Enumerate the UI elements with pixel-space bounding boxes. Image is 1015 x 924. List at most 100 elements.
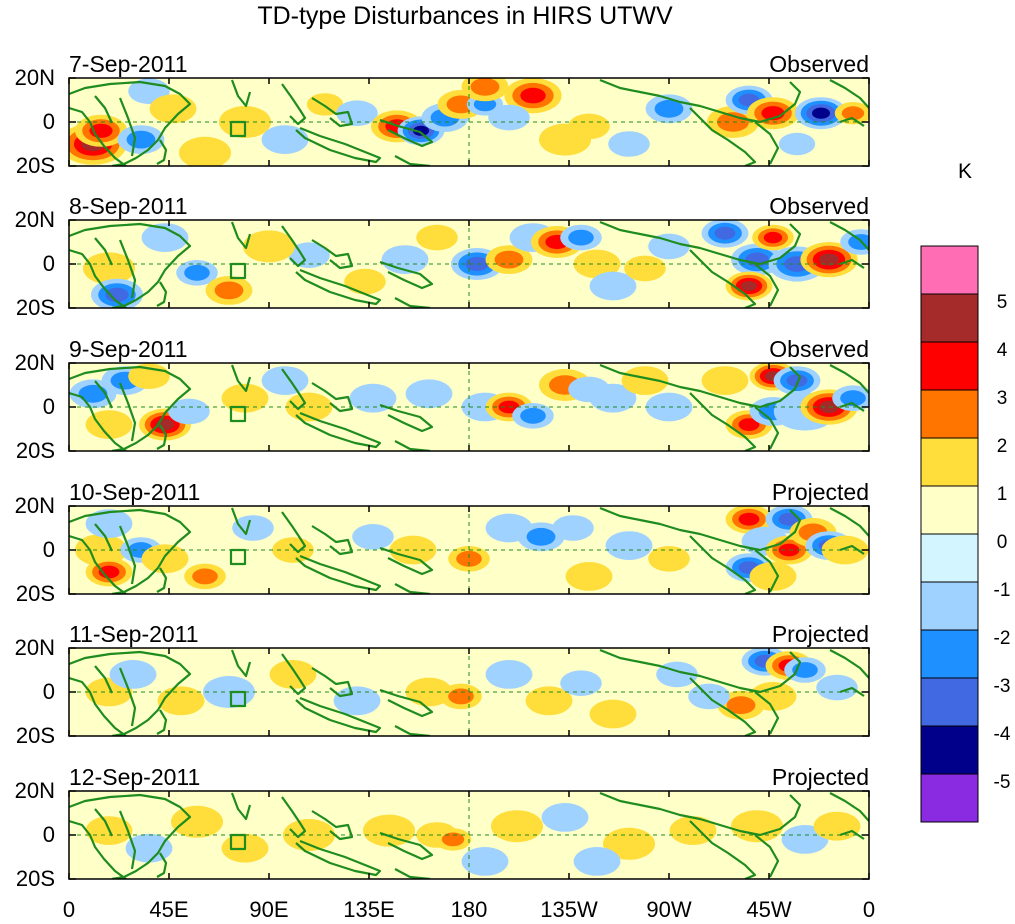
anomaly-blob	[456, 550, 482, 567]
anomaly-blob	[603, 827, 655, 860]
anomaly-blob	[726, 696, 756, 715]
anomaly-blob	[731, 810, 783, 843]
lat-label: 20S	[15, 866, 55, 891]
anomaly-blob	[179, 136, 231, 166]
anomaly-blob	[105, 287, 129, 302]
colorbar-swatch	[920, 293, 979, 343]
anomaly-blob	[841, 106, 865, 121]
map-panel-2	[68, 219, 870, 309]
lat-label: 20S	[15, 153, 55, 178]
colorbar-swatch	[920, 629, 979, 679]
colorbar-swatch	[920, 725, 979, 775]
anomaly-blob	[565, 562, 613, 591]
anomaly-blob	[491, 810, 543, 843]
anomaly-blob	[494, 250, 524, 269]
lat-label: 0	[42, 822, 55, 847]
anomaly-blob	[192, 568, 218, 585]
anomaly-blob	[520, 87, 546, 104]
anomaly-blob	[336, 100, 378, 126]
anomaly-blob	[740, 281, 758, 291]
lon-label-0: 0	[62, 897, 76, 922]
anomaly-blob	[78, 384, 108, 403]
colorbar-label: 5	[996, 292, 1008, 313]
anomaly-blob	[306, 93, 344, 116]
anomaly-blob	[819, 253, 839, 266]
panel-status-label: Observed	[769, 336, 869, 362]
anomaly-blob	[568, 229, 594, 246]
anomaly-blob	[763, 231, 783, 244]
colorbar-swatch	[920, 341, 979, 391]
anomaly-blob	[539, 123, 591, 156]
colorbar-swatch	[920, 485, 979, 535]
anomaly-blob	[813, 811, 861, 841]
panel-date: 8-Sep-2011	[69, 193, 188, 219]
anomaly-blob	[738, 512, 760, 526]
lat-label: 0	[42, 679, 55, 704]
map-panel-4	[68, 505, 870, 595]
lon-label-45e: 45E	[149, 897, 189, 922]
map-panel-5	[68, 647, 870, 737]
colorbar-label: 0	[996, 532, 1008, 553]
anomaly-blob	[816, 674, 858, 701]
lon-label-90e: 90E	[249, 897, 289, 922]
lat-label: 20N	[14, 350, 55, 375]
panel-date: 11-Sep-2011	[69, 621, 199, 647]
colorbar-swatch	[920, 773, 979, 823]
anomaly-blob	[526, 527, 556, 546]
anomaly-blob	[749, 562, 797, 591]
anomaly-blob	[448, 688, 474, 705]
lat-label: 0	[42, 251, 55, 276]
anomaly-blob	[125, 833, 173, 863]
anomaly-blob	[349, 383, 397, 413]
anomaly-blob	[669, 816, 717, 845]
anomaly-blob	[344, 268, 386, 295]
colorbar-label: -4	[993, 724, 1011, 745]
anomaly-blob	[621, 366, 669, 395]
anomaly-blob	[405, 379, 453, 409]
map-panel-6	[68, 790, 870, 880]
anomaly-blob	[714, 226, 736, 240]
colorbar-label: -1	[993, 580, 1011, 601]
anomaly-blob	[778, 132, 816, 156]
anomaly-blob	[624, 255, 666, 282]
lon-label-180: 180	[450, 897, 488, 922]
anomaly-blob	[352, 524, 394, 550]
colorbar-swatch	[920, 389, 979, 439]
anomaly-blob	[573, 847, 621, 876]
panel-status-label: Observed	[769, 193, 869, 219]
lat-label: 20S	[15, 723, 55, 748]
anomaly-blob	[85, 410, 133, 439]
anomaly-blob	[412, 125, 430, 136]
panel-status-label: Projected	[771, 479, 869, 505]
anomaly-blob	[560, 670, 602, 696]
lat-label: 20S	[15, 438, 55, 463]
panel-status-label: Projected	[771, 764, 869, 790]
anomaly-blob	[461, 847, 509, 876]
lat-label: 0	[42, 537, 55, 562]
anomaly-blob	[473, 97, 497, 112]
lat-label: 20N	[14, 635, 55, 660]
colorbar-unit: K	[958, 160, 973, 183]
colorbar-label: -5	[993, 772, 1011, 793]
anomaly-blob	[184, 264, 210, 281]
anomaly-blob	[520, 407, 546, 424]
anomaly-blob	[608, 131, 650, 157]
anomaly-blob	[214, 281, 244, 300]
lat-label: 20N	[14, 207, 55, 232]
anomaly-blob	[589, 271, 637, 301]
anomaly-blob	[525, 686, 573, 716]
anomaly-blob	[701, 366, 749, 395]
colorbar-swatch	[920, 437, 979, 487]
lon-label-135e: 135E	[343, 897, 395, 922]
anomaly-blob	[786, 374, 808, 387]
anomaly-blob	[605, 531, 653, 560]
anomaly-blob	[812, 107, 830, 119]
anomaly-blob	[261, 125, 309, 154]
anomaly-blob	[485, 660, 533, 689]
lon-label-135w: 135W	[540, 897, 598, 922]
anomaly-blob	[85, 509, 133, 538]
anomaly-blob	[488, 104, 530, 131]
anomaly-blob	[738, 418, 760, 431]
colorbar-label: -2	[993, 628, 1011, 649]
